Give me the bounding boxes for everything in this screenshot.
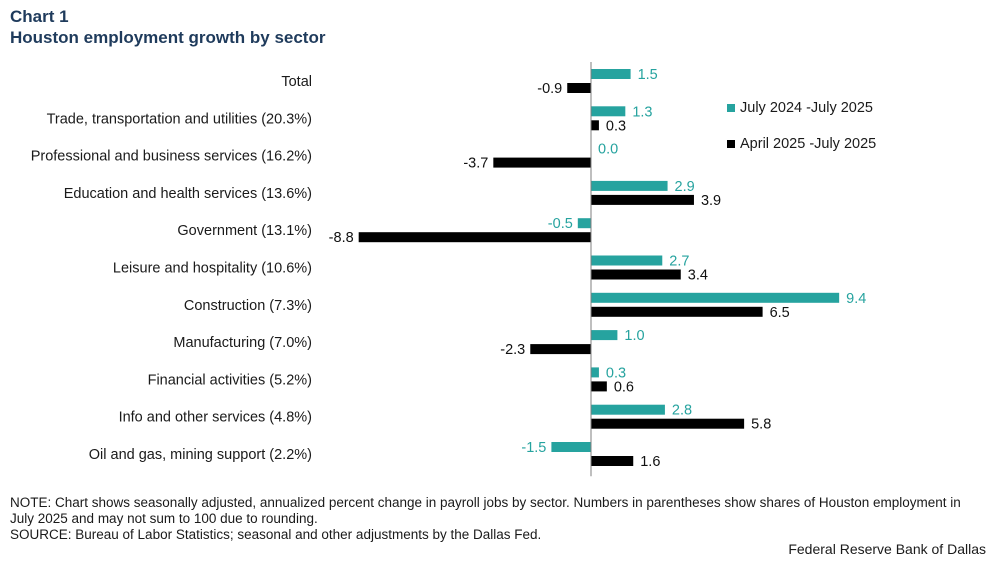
data-label-series-1: -1.5	[521, 440, 546, 456]
data-label-series-2: 3.4	[688, 268, 708, 284]
category-label: Manufacturing (7.0%)	[173, 335, 312, 351]
data-label-series-2: -3.7	[463, 156, 488, 172]
bar-series-1	[551, 442, 591, 452]
category-label: Government (13.1%)	[177, 223, 312, 239]
data-label-series-1: 1.3	[632, 104, 652, 120]
category-label: Financial activities (5.2%)	[148, 372, 312, 388]
data-label-series-2: 5.8	[751, 417, 771, 433]
category-labels: Total Trade, transportation and utilities…	[31, 74, 312, 463]
data-label-series-1: 2.9	[675, 179, 695, 195]
bar-series-2	[567, 83, 591, 93]
data-label-series-2: -0.9	[537, 81, 562, 97]
data-label-series-2: 1.6	[640, 454, 660, 470]
category-label: Education and health services (13.6%)	[64, 186, 312, 202]
data-label-series-1: 9.4	[846, 291, 866, 307]
bar-series-1	[591, 292, 840, 303]
data-label-series-1: 1.5	[638, 67, 658, 83]
footnote: NOTE: Chart shows seasonally adjusted, a…	[10, 495, 970, 543]
data-label-series-2: 3.9	[701, 193, 721, 209]
data-label-series-2: 0.6	[614, 379, 634, 395]
chart-title-block: Chart 1 Houston employment growth by sec…	[10, 6, 325, 48]
legend-item-series-2: April 2025 -July 2025	[727, 134, 876, 154]
legend: July 2024 -July 2025 April 2025 -July 20…	[727, 98, 876, 170]
data-label-series-2: -2.3	[500, 342, 525, 358]
data-label-series-1: 2.7	[669, 254, 689, 270]
category-label: Leisure and hospitality (10.6%)	[113, 261, 312, 277]
bar-series-2	[591, 306, 763, 317]
credit-text: Federal Reserve Bank of Dallas	[788, 541, 986, 557]
bar-series-2	[591, 456, 634, 466]
legend-item-series-1: July 2024 -July 2025	[727, 98, 876, 118]
note-text: NOTE: Chart shows seasonally adjusted, a…	[10, 495, 961, 526]
bar-series-1	[577, 218, 591, 229]
legend-label-series-1: July 2024 -July 2025	[740, 100, 873, 116]
bars	[358, 69, 840, 466]
category-label: Oil and gas, mining support (2.2%)	[89, 447, 312, 463]
category-label: Total	[281, 74, 312, 90]
bar-series-1	[591, 367, 599, 378]
category-label: Construction (7.3%)	[184, 298, 312, 314]
bar-series-1	[591, 404, 665, 415]
bar-series-2	[530, 344, 591, 355]
bar-series-2	[591, 381, 607, 392]
bar-series-1	[591, 330, 618, 341]
bar-series-1	[591, 69, 631, 79]
data-label-series-1: 2.8	[672, 403, 692, 419]
bar-series-2	[591, 269, 681, 280]
source-text: SOURCE: Bureau of Labor Statistics; seas…	[10, 527, 542, 542]
data-label-series-2: 0.3	[606, 118, 626, 134]
bar-series-2	[591, 120, 599, 131]
legend-swatch-series-2	[727, 140, 735, 148]
chart-number: Chart 1	[10, 7, 69, 26]
category-label: Trade, transportation and utilities (20.…	[47, 111, 312, 127]
bar-series-1	[591, 180, 668, 191]
bar-series-1	[591, 106, 626, 117]
legend-swatch-series-1	[727, 104, 735, 112]
bar-series-2	[591, 194, 694, 205]
chart-title: Houston employment growth by sector	[10, 28, 326, 47]
data-label-series-1: 1.0	[624, 328, 644, 344]
category-label: Info and other services (4.8%)	[119, 410, 312, 426]
bar-series-2	[591, 418, 745, 429]
data-label-series-1: -0.5	[548, 216, 573, 232]
bar-series-2	[358, 232, 591, 243]
data-label-series-1: 0.0	[598, 142, 618, 158]
data-label-series-2: -8.8	[329, 230, 354, 246]
bar-series-1	[591, 255, 663, 266]
data-label-series-1: 0.3	[606, 365, 626, 381]
category-label: Professional and business services (16.2…	[31, 149, 312, 165]
data-label-series-2: 6.5	[770, 305, 790, 321]
legend-label-series-2: April 2025 -July 2025	[740, 136, 877, 152]
data-labels: 1.5 -0.9 1.3 0.3 0.0 -3.7 2.9 3.9 -0.5 -8.8 2.73.4…	[329, 67, 867, 470]
bar-series-2	[493, 157, 591, 168]
